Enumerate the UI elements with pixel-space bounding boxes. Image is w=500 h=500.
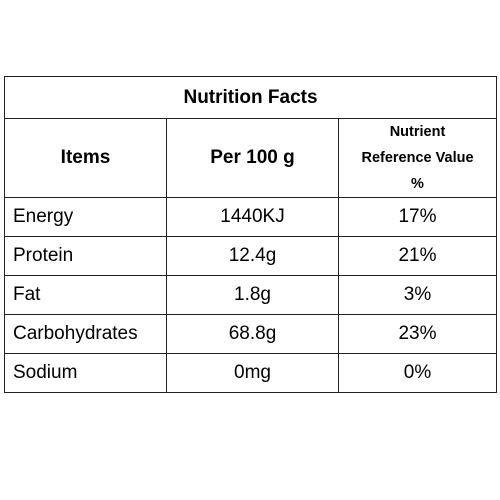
header-per-100g: Per 100 g (166, 118, 339, 198)
row-amount: 1.8g (166, 275, 339, 315)
table-row: Sodium 0mg 0% (4, 353, 498, 393)
table-row: Carbohydrates 68.8g 23% (4, 314, 498, 354)
row-item: Fat (4, 275, 167, 315)
row-item: Sodium (4, 353, 167, 393)
row-nrv: 17% (337, 197, 498, 237)
title-row: Nutrition Facts (3, 76, 498, 119)
header-nrv: Nutrient Reference Value % (337, 118, 498, 198)
header-items: Items (4, 118, 167, 198)
table-row: Protein 12.4g 21% (4, 236, 498, 276)
row-nrv: 3% (337, 275, 498, 315)
row-item: Energy (4, 197, 167, 237)
header-nrv-line1: Nutrient (389, 124, 446, 140)
header-nrv-line3: % (411, 176, 424, 192)
row-amount: 1440KJ (166, 197, 339, 237)
row-item: Protein (4, 236, 167, 276)
row-nrv: 0% (337, 353, 498, 393)
table-row: Fat 1.8g 3% (4, 275, 498, 315)
row-nrv: 21% (337, 236, 498, 276)
nutrition-facts-table: Nutrition Facts Items Per 100 g Nutrient… (3, 76, 498, 393)
header-row: Items Per 100 g Nutrient Reference Value… (4, 118, 498, 198)
row-amount: 0mg (166, 353, 339, 393)
row-amount: 68.8g (166, 314, 339, 354)
row-item: Carbohydrates (4, 314, 167, 354)
table-row: Energy 1440KJ 17% (4, 197, 498, 237)
header-nrv-line2: Reference Value (361, 150, 474, 166)
table-title: Nutrition Facts (3, 76, 498, 119)
row-nrv: 23% (337, 314, 498, 354)
row-amount: 12.4g (166, 236, 339, 276)
